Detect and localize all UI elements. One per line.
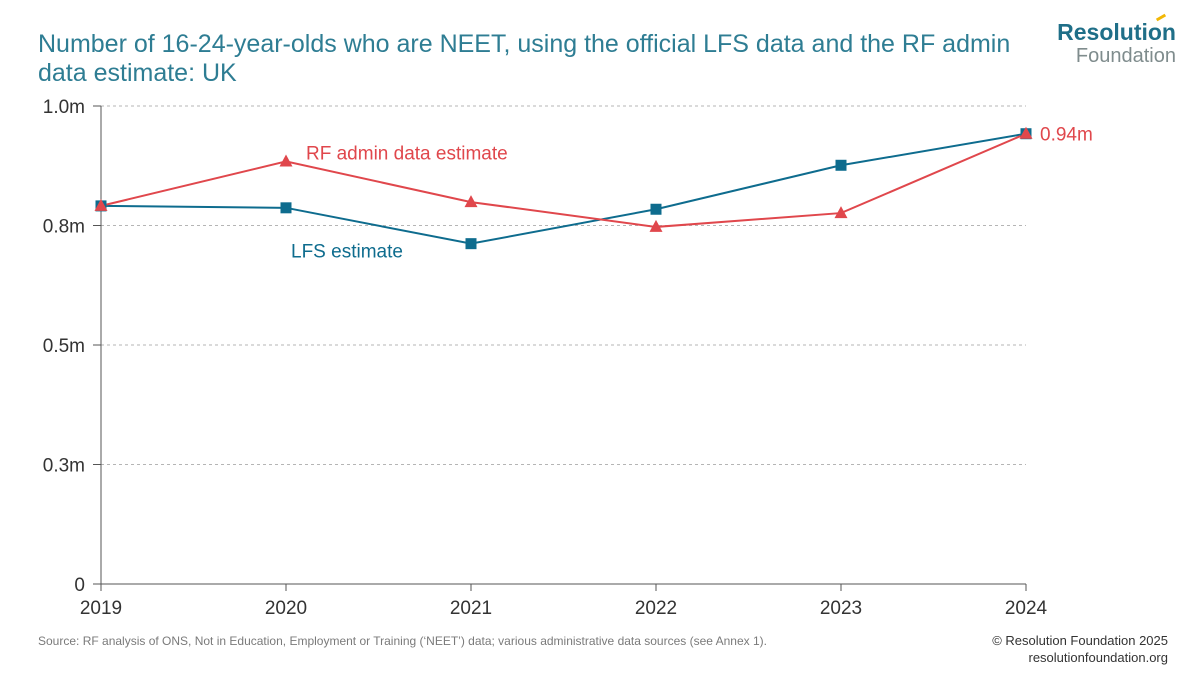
lfs-point [465, 238, 477, 250]
rf-admin-point [464, 195, 478, 208]
x-tick-label: 2019 [80, 598, 122, 619]
rf-admin-line [100, 132, 1027, 228]
rf-admin-point [279, 154, 293, 167]
y-tick-label: 0.8m [43, 217, 85, 238]
rf-admin-point [834, 206, 848, 219]
rf-admin-point [1019, 126, 1033, 139]
rf-admin-point [94, 198, 108, 211]
x-tick-label: 2021 [450, 598, 492, 619]
logo-line-2: Foundation [1075, 45, 1176, 67]
lfs-series-label: LFS estimate [291, 242, 403, 263]
logo-line-1: Resolution [1057, 19, 1176, 45]
lfs-point [280, 202, 292, 214]
y-tick-label: 0.3m [43, 456, 85, 477]
x-tick-label: 2024 [1005, 598, 1048, 619]
x-tick-label: 2023 [820, 598, 862, 619]
credit-line-1: © Resolution Foundation 2025 [992, 633, 1168, 648]
y-tick-label: 0 [74, 575, 85, 596]
lfs-line [100, 132, 1027, 245]
chart-title: Number of 16-24-year-olds who are NEET, … [38, 30, 1011, 87]
y-tick-label: 0.5m [43, 336, 85, 357]
credit: © Resolution Foundation 2025 resolutionf… [992, 632, 1168, 666]
source-note: Source: RF analysis of ONS, Not in Educa… [38, 634, 767, 648]
lfs-point [835, 159, 847, 171]
x-tick-label: 2022 [635, 598, 677, 619]
credit-line-2: resolutionfoundation.org [1028, 650, 1169, 665]
resolution-foundation-logo: Resolution Foundation [1057, 13, 1176, 67]
end-value-label: 0.94m [1040, 125, 1093, 146]
lfs-point [650, 203, 662, 215]
x-tick-label: 2020 [265, 598, 307, 619]
rf-admin-point [649, 219, 663, 232]
rf-admin-series-label: RF admin data estimate [306, 143, 508, 164]
y-tick-label: 1.0m [43, 97, 85, 118]
